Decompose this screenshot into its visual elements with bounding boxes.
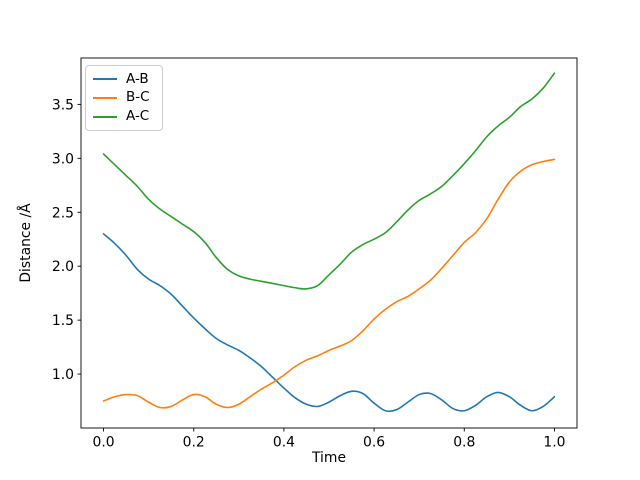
legend-label: A-B bbox=[126, 70, 149, 87]
axes-frame bbox=[80, 57, 578, 429]
legend-swatch-ac bbox=[93, 115, 117, 118]
series-line-b-c bbox=[102, 158, 556, 409]
legend-item: B-C bbox=[93, 91, 162, 105]
y-tick-label: 1.0 bbox=[52, 367, 74, 383]
legend-item: A-C bbox=[93, 107, 162, 124]
y-tick-label: 2.0 bbox=[52, 259, 74, 275]
x-tick-label: 0.8 bbox=[453, 435, 475, 451]
y-ticks: 1.0 1.5 2.0 2.5 3.0 3.5 bbox=[52, 97, 81, 383]
legend: A-B B-C A-C bbox=[85, 65, 163, 131]
legend-label: B-C bbox=[126, 89, 150, 106]
legend-item: A-B bbox=[93, 70, 162, 87]
series-lines bbox=[102, 72, 556, 413]
y-tick-label: 1.5 bbox=[52, 313, 74, 329]
legend-swatch-ab bbox=[93, 78, 117, 81]
x-ticks: 0.0 0.2 0.4 0.6 0.8 1.0 bbox=[92, 428, 566, 451]
y-tick-label: 2.5 bbox=[52, 205, 74, 221]
series-line-a-b bbox=[102, 233, 556, 413]
x-tick-label: 0.0 bbox=[92, 435, 114, 451]
y-tick-label: 3.0 bbox=[52, 151, 74, 167]
legend-swatch-bc bbox=[93, 96, 117, 99]
y-axis-label: Distance /Å bbox=[17, 203, 34, 283]
x-tick-label: 0.2 bbox=[183, 435, 205, 451]
x-tick-label: 0.6 bbox=[363, 435, 385, 451]
legend-label: A-C bbox=[126, 107, 150, 124]
y-tick-label: 3.5 bbox=[52, 97, 74, 113]
x-tick-label: 1.0 bbox=[543, 435, 565, 451]
series-line-a-c bbox=[102, 72, 556, 290]
x-axis-label: Time bbox=[311, 450, 346, 466]
x-tick-label: 0.4 bbox=[273, 435, 295, 451]
